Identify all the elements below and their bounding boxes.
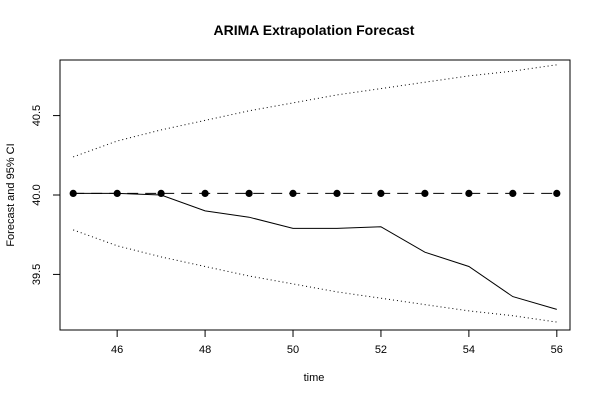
forecast-point [157, 189, 165, 197]
forecast-point [333, 189, 341, 197]
y-axis-label: Forecast and 95% CI [5, 143, 17, 246]
forecast-point [509, 189, 517, 197]
y-tick-label: 40.5 [31, 105, 43, 126]
x-axis: 46 48 50 52 54 56 [111, 329, 563, 356]
forecast-point [289, 189, 297, 197]
x-tick-label: 48 [199, 344, 211, 356]
x-tick-label: 46 [111, 344, 123, 356]
plot-frame [59, 59, 571, 331]
y-axis: 39.5 40.0 40.5 [31, 105, 61, 285]
forecast-point [377, 189, 385, 197]
forecast-point [245, 189, 253, 197]
x-tick-label: 54 [463, 344, 475, 356]
forecast-point [113, 189, 121, 197]
y-tick-label: 40.0 [31, 184, 43, 205]
series-line-lower-95 [73, 229, 557, 323]
x-tick-label: 56 [551, 344, 563, 356]
x-axis-label: time [304, 372, 325, 384]
series-line-upper-95 [73, 64, 557, 158]
x-tick-label: 50 [287, 344, 299, 356]
chart-title: ARIMA Extrapolation Forecast [214, 22, 415, 38]
series-line-actual [73, 192, 557, 310]
y-tick-label: 39.5 [31, 264, 43, 285]
x-tick-label: 52 [375, 344, 387, 356]
forecast-point [465, 189, 473, 197]
forecast-point [421, 189, 429, 197]
series-layer [69, 64, 561, 323]
forecast-point [201, 189, 209, 197]
forecast-point [69, 189, 77, 197]
forecast-point [553, 189, 561, 197]
